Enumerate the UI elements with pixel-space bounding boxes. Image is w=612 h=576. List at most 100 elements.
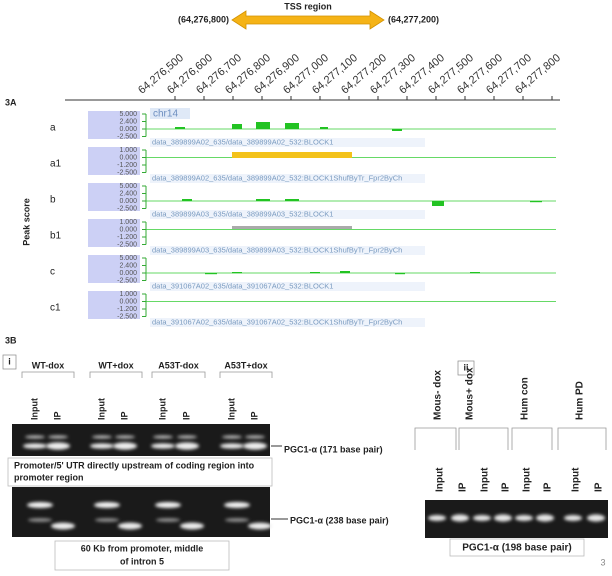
scale-label: 2.400 <box>119 190 137 197</box>
lane-label: IP <box>119 411 129 420</box>
signal <box>285 199 299 201</box>
scale-label: 2.400 <box>119 262 137 269</box>
signal <box>232 272 242 274</box>
lane-label: Input <box>522 467 533 492</box>
name-bg <box>150 138 425 147</box>
scale-label: 0.000 <box>119 126 137 133</box>
caption: 60 Kb from promoter, middle <box>81 543 204 553</box>
scale-label: -2.500 <box>117 205 137 212</box>
band <box>27 502 53 508</box>
signal <box>256 199 270 201</box>
gel-label: PGC1-α (171 base pair) <box>284 444 383 454</box>
track-name: data_389899A03_635/data_389899A03_532:BL… <box>152 245 402 254</box>
band <box>48 435 68 439</box>
scale-bg <box>88 147 140 175</box>
scale-label: 5.000 <box>119 255 137 262</box>
band <box>428 515 446 521</box>
bracket <box>557 427 607 450</box>
group-label: Hum PD <box>575 381 586 420</box>
scale-bg <box>88 255 140 283</box>
signal <box>470 272 480 274</box>
sub-label: ii <box>463 362 468 372</box>
band <box>151 443 175 449</box>
group-label: WT-dox <box>32 360 65 370</box>
group-label: Mous+ dox <box>465 367 476 420</box>
scale-label: -1.200 <box>117 234 137 241</box>
signal <box>310 272 320 274</box>
band <box>220 443 244 449</box>
y-title: Peak score <box>21 198 31 246</box>
band <box>118 522 142 530</box>
signal <box>256 122 270 129</box>
signal <box>285 123 299 129</box>
band <box>23 443 47 449</box>
bracket <box>89 371 143 378</box>
lane-label: Input <box>480 467 491 492</box>
sub-box <box>2 354 17 370</box>
band <box>515 515 533 521</box>
scale-label: 5.000 <box>119 111 137 118</box>
signal <box>182 199 192 201</box>
caption-box <box>54 540 230 571</box>
track-id: b <box>50 195 56 206</box>
lane-label: IP <box>543 482 554 492</box>
gel-label: PGC1-α (238 base pair) <box>290 515 389 525</box>
scale-label: -2.500 <box>117 313 137 320</box>
band <box>494 514 512 522</box>
bracket <box>21 371 75 378</box>
signal <box>530 201 542 203</box>
signal <box>175 127 185 129</box>
band <box>225 518 249 522</box>
name-bg <box>150 318 425 327</box>
tss-arrow <box>231 10 385 30</box>
tss-end: (64,277,200) <box>388 14 439 24</box>
lane-label: Input <box>29 398 39 420</box>
band <box>177 435 197 439</box>
track-id: c1 <box>50 303 61 314</box>
track-name: data_389899A02_635/data_389899A02_532:BL… <box>152 137 333 146</box>
gel-label: PGC1-α (198 base pair) <box>462 543 572 554</box>
track-id: c <box>50 267 55 278</box>
tss-start: (64,276,800) <box>178 14 229 24</box>
lane-label: IP <box>249 411 259 420</box>
band <box>245 435 265 439</box>
caption: promoter region <box>14 472 84 482</box>
bracket <box>511 427 553 450</box>
gel <box>12 487 270 537</box>
bracket <box>151 371 206 378</box>
name-bg <box>150 246 425 255</box>
scale-label: -2.500 <box>117 169 137 176</box>
band <box>51 522 75 530</box>
chrom-bg <box>150 108 190 119</box>
caption: of intron 5 <box>120 556 164 566</box>
band <box>587 514 605 522</box>
band <box>25 435 45 439</box>
band <box>248 522 272 530</box>
track-id: a1 <box>50 159 62 170</box>
lane-label: Input <box>435 467 446 492</box>
group-label: Mous- dox <box>433 370 444 420</box>
panel-label: 3A <box>5 97 17 107</box>
band <box>92 435 112 439</box>
track-name: data_391067A02_635/data_391067A02_532:BL… <box>152 281 333 290</box>
band <box>28 518 52 522</box>
lane-label: Input <box>157 398 167 420</box>
signal <box>320 127 328 129</box>
group-label: Hum con <box>520 377 531 420</box>
band <box>473 515 491 521</box>
band <box>156 518 180 522</box>
bracket <box>458 427 509 450</box>
scale-label: 1.000 <box>119 291 137 298</box>
scale-label: -2.500 <box>117 277 137 284</box>
scale-label: -2.500 <box>117 133 137 140</box>
page-number: 3 <box>600 557 605 567</box>
peak <box>232 226 352 229</box>
name-bg <box>150 174 425 183</box>
track-name: data_391067A02_635/data_391067A02_532:BL… <box>152 317 402 326</box>
panel-label: 3B <box>5 335 17 345</box>
scale-bg <box>88 183 140 211</box>
scale-label: 0.000 <box>119 298 137 305</box>
band <box>451 514 469 522</box>
tracks: 5.0002.4000.000-2.500data_389899A02_635/… <box>50 108 556 327</box>
